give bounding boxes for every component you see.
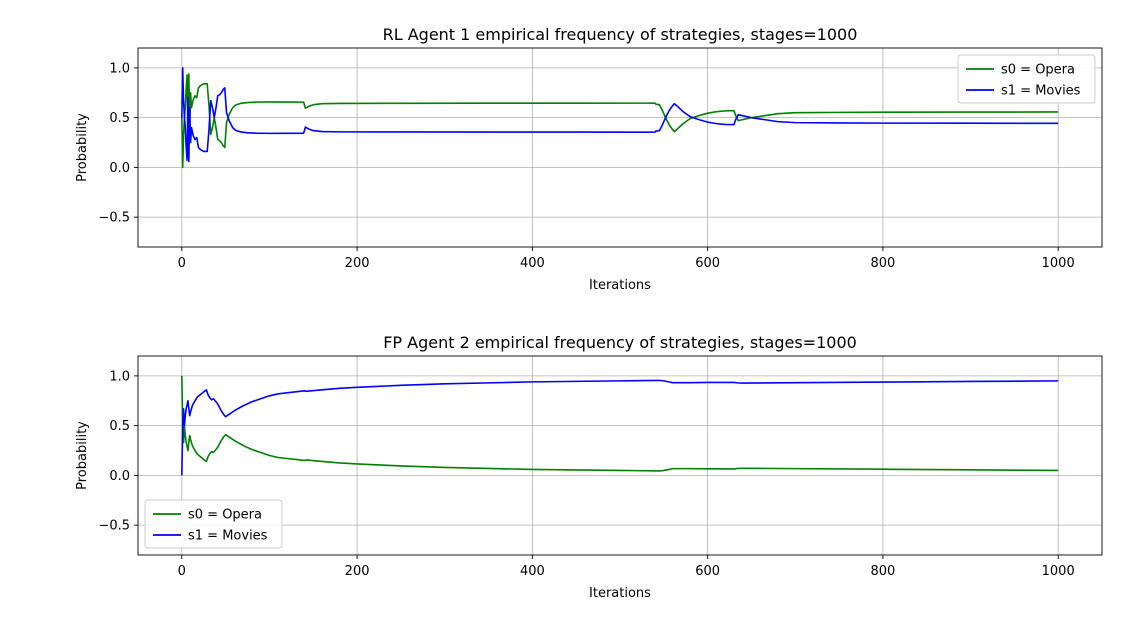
legend-label: s0 = Opera: [1001, 63, 1075, 78]
x-axis-label: Iterations: [589, 278, 651, 293]
legend-box: [144, 499, 283, 549]
legend: s0 = Opera s1 = Movies: [957, 54, 1096, 104]
x-tick-label: 1000: [1042, 564, 1075, 579]
x-tick-label: 800: [870, 564, 895, 579]
series-line-s1-movies: [181, 379, 1059, 476]
x-tick-label: 600: [695, 564, 720, 579]
y-tick-label: 1.0: [109, 369, 130, 384]
y-tick-label: 0.0: [109, 469, 130, 484]
chart-title: RL Agent 1 empirical frequency of strate…: [383, 25, 858, 44]
x-tick-label: 1000: [1042, 256, 1075, 271]
legend-label: s1 = Movies: [1001, 84, 1081, 99]
chart-1: RL Agent 1 empirical frequency of strate…: [75, 25, 1103, 293]
y-axis-label: Probability: [75, 113, 90, 182]
series-line-s0-opera: [181, 73, 1059, 169]
x-tick-label: 200: [345, 256, 370, 271]
legend: s0 = Opera s1 = Movies: [144, 499, 283, 549]
x-tick-label: 0: [178, 256, 186, 271]
legend-label: s1 = Movies: [188, 529, 268, 544]
series-line-s1-movies: [181, 67, 1059, 163]
y-tick-label: −0.5: [98, 519, 130, 534]
x-tick-label: 200: [345, 564, 370, 579]
x-tick-label: 400: [520, 564, 545, 579]
x-tick-label: 600: [695, 256, 720, 271]
y-tick-label: −0.5: [98, 211, 130, 226]
y-tick-label: 0.0: [109, 161, 130, 176]
legend-box: [957, 54, 1096, 104]
series-group: [181, 375, 1059, 476]
chart-2: FP Agent 2 empirical frequency of strate…: [75, 333, 1103, 601]
x-tick-label: 0: [178, 564, 186, 579]
plot-frame: [137, 355, 1103, 556]
y-axis-label: Probability: [75, 421, 90, 490]
chart-title: FP Agent 2 empirical frequency of strate…: [383, 333, 857, 352]
x-axis-label: Iterations: [589, 586, 651, 601]
x-tick-label: 800: [870, 256, 895, 271]
y-tick-label: 0.5: [109, 419, 130, 434]
x-tick-label: 400: [520, 256, 545, 271]
y-tick-label: 0.5: [109, 111, 130, 126]
y-tick-label: 1.0: [109, 61, 130, 76]
series-line-s0-opera: [181, 375, 1059, 472]
plot-frame: [137, 47, 1103, 248]
series-group: [181, 67, 1059, 169]
legend-label: s0 = Opera: [188, 508, 262, 523]
